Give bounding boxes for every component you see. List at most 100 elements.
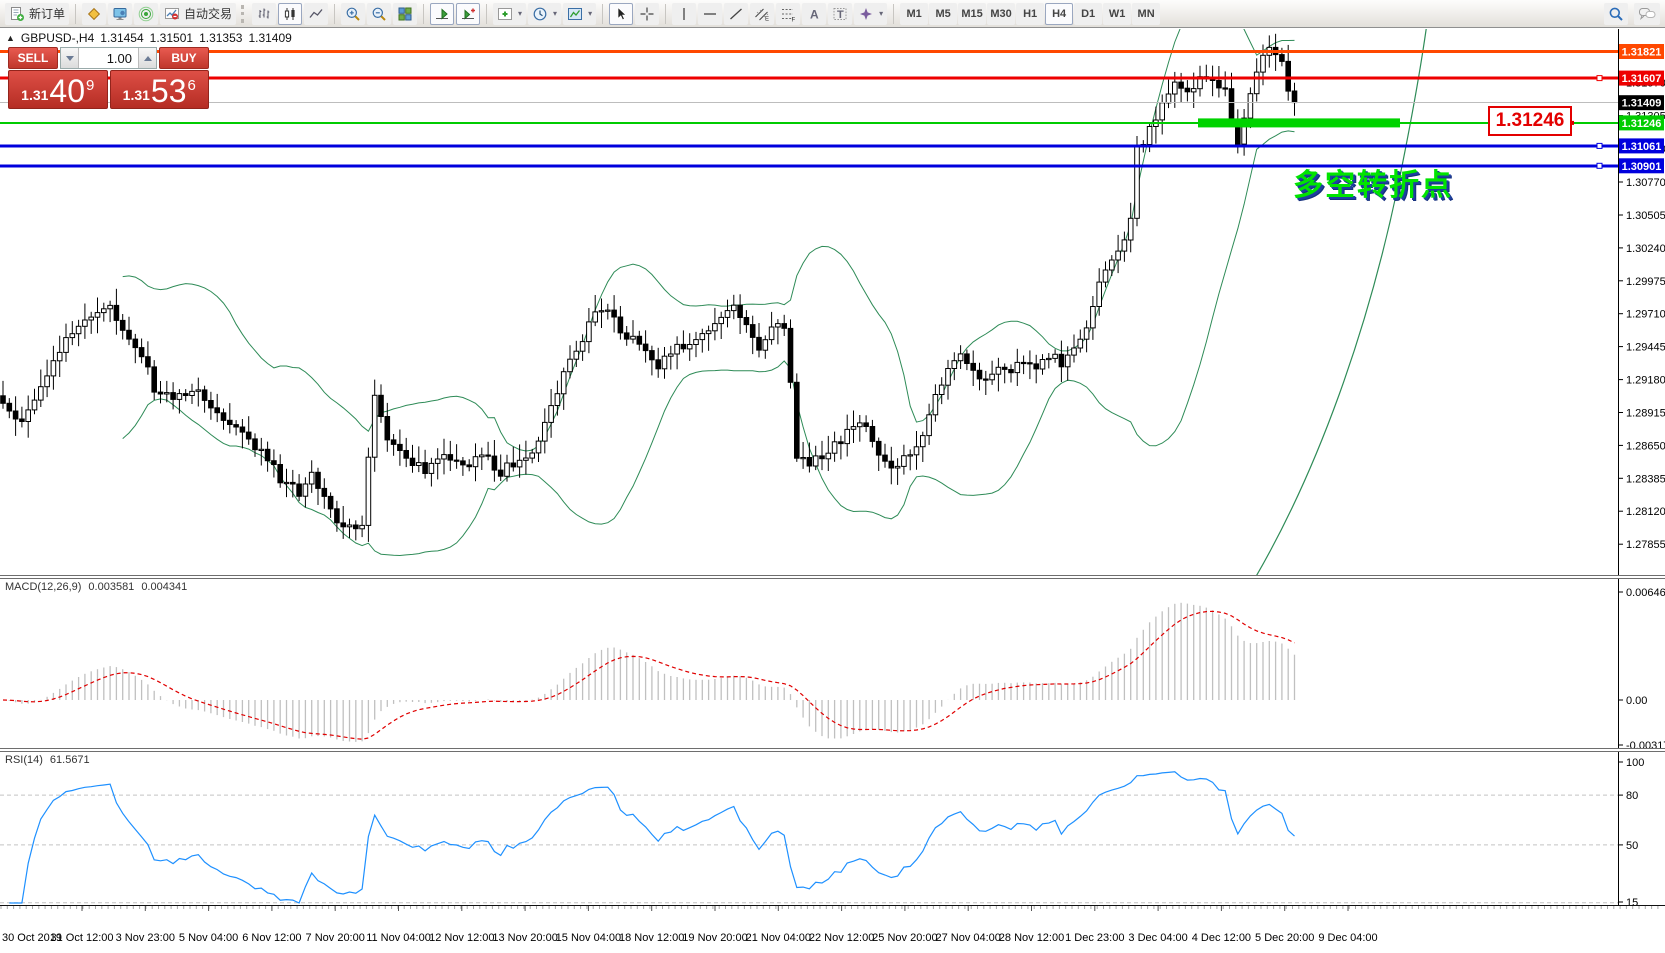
toolbar-separator: [423, 3, 425, 24]
chart-shift-button[interactable]: [456, 2, 481, 25]
zoom-in-button[interactable]: [341, 2, 366, 25]
candle-bearish: [170, 392, 176, 400]
candle-bullish: [50, 360, 57, 377]
candle-bearish: [636, 335, 643, 345]
resistance-line-lower-label-chip: [1619, 70, 1664, 86]
candle-bearish: [1184, 87, 1191, 93]
candle-bearish: [126, 329, 132, 340]
volume-increase-button[interactable]: [138, 48, 156, 68]
timeframe-button-d1[interactable]: D1: [1074, 2, 1103, 25]
cursor-tool-button[interactable]: [609, 2, 634, 25]
price-callout-label[interactable]: 1.31246: [1488, 106, 1572, 136]
arrows-tool-button[interactable]: ▾: [854, 2, 888, 25]
volume-input[interactable]: 1.00: [106, 50, 132, 66]
macd-chart-canvas[interactable]: 0.006468 0.00 -0.003171: [0, 577, 1665, 750]
templates-button[interactable]: ▾: [563, 2, 597, 25]
sell-price-pip: 9: [86, 77, 95, 94]
candle-bullish: [434, 458, 441, 464]
sell-button[interactable]: SELL: [8, 47, 58, 69]
sell-price-prefix: 1.31: [21, 87, 49, 103]
periods-button[interactable]: ▾: [528, 2, 562, 25]
channel-tool-button[interactable]: E: [750, 2, 775, 25]
chart-collapse-icon[interactable]: ▲: [6, 33, 15, 43]
text-tool-button[interactable]: A: [802, 2, 827, 25]
vertical-line-tool-button[interactable]: [672, 2, 697, 25]
rsi-panel-divider[interactable]: [0, 748, 1665, 752]
trendline-icon: [728, 6, 744, 22]
price-tick-label: 1.29180: [1626, 375, 1665, 387]
candle-bearish: [1008, 369, 1014, 374]
candle-bullish: [762, 339, 769, 351]
candle-bullish: [812, 455, 819, 467]
pivot-support-bar[interactable]: [1198, 118, 1400, 128]
timeframe-button-h1[interactable]: H1: [1016, 2, 1045, 25]
buy-price-quote[interactable]: 1.31 53 6: [109, 70, 209, 109]
macd-panel-divider[interactable]: [0, 575, 1665, 579]
support-line-lower-handle[interactable]: [1596, 162, 1603, 169]
rsi-chart-canvas[interactable]: 100 80 50 15: [0, 750, 1665, 905]
timeframe-button-m15[interactable]: M15: [958, 2, 987, 25]
signals-button[interactable]: [134, 2, 159, 25]
candle-bullish: [69, 333, 76, 339]
candle-bullish: [1165, 93, 1172, 104]
candle-bullish: [428, 462, 435, 474]
macd-tick-label: 0.006468: [1626, 587, 1665, 599]
buy-button[interactable]: BUY: [159, 47, 209, 69]
candle-bearish: [397, 443, 403, 451]
candlestick-mode-button[interactable]: [278, 2, 303, 25]
candle-bullish: [857, 422, 863, 428]
candle-bearish: [6, 402, 13, 412]
market-watch-button[interactable]: [108, 2, 133, 25]
crosshair-icon: [639, 6, 655, 22]
time-axis-label: 1 Dec 23:00: [1065, 932, 1124, 944]
candle-bullish: [1146, 126, 1153, 145]
candle-bullish: [1109, 259, 1115, 271]
candle-bullish: [901, 455, 907, 467]
candle-bullish: [598, 310, 605, 313]
candle-bullish: [1190, 88, 1197, 93]
time-axis-label: 11 Nov 04:00: [366, 932, 431, 944]
candle-bullish: [630, 335, 636, 340]
resistance-line-lower-handle[interactable]: [1596, 75, 1603, 82]
candle-bullish: [1172, 81, 1178, 95]
candle-bullish: [25, 409, 31, 422]
timeframe-button-m30[interactable]: M30: [987, 2, 1016, 25]
zoom-out-button[interactable]: [367, 2, 392, 25]
candle-bearish: [510, 462, 517, 468]
candle-bearish: [781, 323, 788, 329]
timeframe-button-m1[interactable]: M1: [900, 2, 929, 25]
autotrading-button[interactable]: 自动交易: [160, 2, 237, 25]
horizontal-line-tool-button[interactable]: [698, 2, 723, 25]
search-button[interactable]: [1604, 2, 1628, 25]
candle-bearish: [970, 362, 977, 371]
timeframe-button-h4[interactable]: H4: [1045, 2, 1074, 25]
time-axis-label: 4 Dec 12:00: [1192, 932, 1251, 944]
auto-scroll-button[interactable]: [430, 2, 455, 25]
tile-windows-button[interactable]: [393, 2, 418, 25]
new-order-button[interactable]: 新订单: [5, 2, 70, 25]
support-line-upper-handle[interactable]: [1596, 142, 1603, 149]
timeframe-button-m5[interactable]: M5: [929, 2, 958, 25]
timeframe-button-mn[interactable]: MN: [1132, 2, 1161, 25]
metaeditor-button[interactable]: [82, 2, 107, 25]
indicators-button[interactable]: ▾: [493, 2, 527, 25]
rsi-tick-label: 100: [1626, 757, 1644, 769]
text-label-tool-button[interactable]: T: [828, 2, 853, 25]
sell-price-quote[interactable]: 1.31 40 9: [8, 70, 108, 109]
search-icon: [1608, 6, 1624, 22]
volume-decrease-button[interactable]: [61, 48, 79, 68]
bar-chart-mode-button[interactable]: [252, 2, 277, 25]
trend-curve[interactable]: [1248, 29, 1428, 577]
timeframe-button-w1[interactable]: W1: [1103, 2, 1132, 25]
chat-icon: [1638, 6, 1656, 22]
toolbar-separator: [665, 3, 667, 24]
pivot-annotation-text[interactable]: 多空转折点: [1293, 169, 1453, 202]
crosshair-tool-button[interactable]: [635, 2, 660, 25]
line-chart-mode-button[interactable]: [304, 2, 329, 25]
trendline-tool-button[interactable]: [724, 2, 749, 25]
price-chart-canvas[interactable]: 1.315701.313051.310401.307701.305051.302…: [0, 29, 1665, 577]
chat-button[interactable]: [1634, 2, 1660, 25]
fibonacci-tool-button[interactable]: F: [776, 2, 801, 25]
dropdown-caret: ▾: [518, 9, 523, 18]
